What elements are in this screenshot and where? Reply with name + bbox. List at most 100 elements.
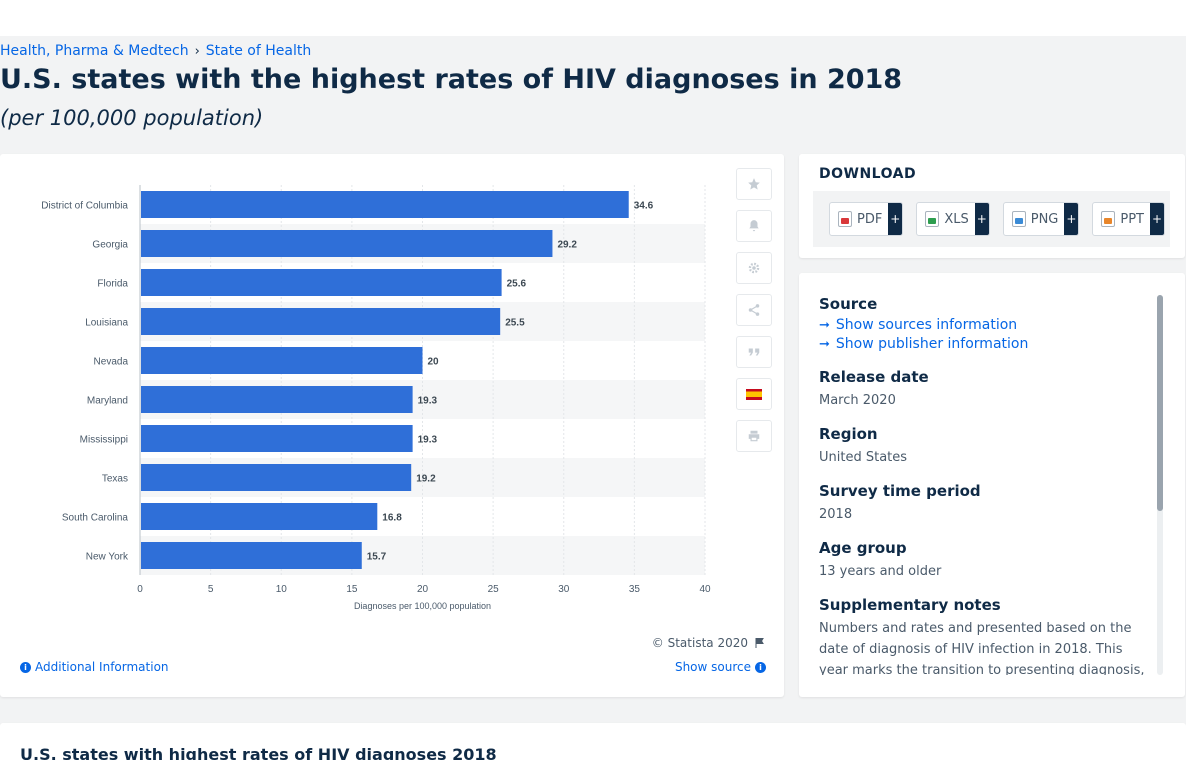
breadcrumb-item-state-of-health[interactable]: State of Health (205, 43, 312, 59)
plus-icon: + (1150, 203, 1164, 235)
category-label: Georgia (92, 240, 128, 251)
page-subtitle: (per 100,000 population) (0, 106, 264, 130)
x-tick-label: 5 (208, 584, 214, 595)
cite-button[interactable] (736, 336, 772, 368)
plus-icon: + (888, 203, 903, 235)
x-tick-label: 30 (558, 584, 570, 595)
download-buttons: PDF + XLS + PNG + PPT + (813, 191, 1170, 247)
download-pdf-label: PDF (857, 211, 883, 227)
data-label: 29.2 (557, 240, 577, 251)
category-label: New York (86, 552, 129, 563)
category-label: Louisiana (85, 318, 128, 329)
share-icon (748, 304, 760, 316)
data-label: 19.2 (416, 474, 436, 485)
scrollbar-thumb[interactable] (1157, 295, 1163, 511)
bar (141, 542, 362, 569)
data-label: 34.6 (634, 201, 654, 212)
download-pdf-button[interactable]: PDF + (829, 202, 904, 236)
x-tick-label: 40 (699, 584, 711, 595)
x-axis-title: Diagnoses per 100,000 population (354, 601, 491, 611)
download-ppt-button[interactable]: PPT + (1092, 202, 1165, 236)
gear-icon (748, 262, 760, 274)
xls-file-icon (925, 211, 940, 227)
show-source-link[interactable]: Show source i (675, 660, 766, 674)
x-tick-label: 20 (417, 584, 429, 595)
info-icon: i (20, 661, 31, 673)
copyright-note: © Statista 2020 (652, 636, 766, 650)
download-png-button[interactable]: PNG + (1002, 202, 1080, 236)
x-tick-label: 10 (276, 584, 288, 595)
x-tick-label: 35 (629, 584, 641, 595)
bar (141, 269, 502, 296)
breadcrumb-item-health[interactable]: Health, Pharma & Medtech (0, 43, 189, 59)
info-icon: i (755, 661, 766, 673)
supplementary-notes-heading: Supplementary notes (819, 596, 1001, 614)
download-ppt-label: PPT (1120, 211, 1144, 227)
breadcrumb-separator: › (194, 43, 200, 59)
bar (141, 347, 423, 374)
notification-button[interactable] (736, 210, 772, 242)
statistic-details-card: Source ➞ Show sources information ➞ Show p… (799, 273, 1185, 697)
bar (141, 386, 413, 413)
show-publisher-label: Show publisher information (835, 336, 1029, 352)
arrow-right-icon: ➞ (819, 336, 830, 352)
bar (141, 308, 501, 335)
language-button[interactable] (736, 378, 772, 410)
download-xls-button[interactable]: XLS + (916, 202, 990, 236)
release-date-heading: Release date (819, 368, 929, 386)
bar (141, 191, 629, 218)
print-icon (748, 430, 760, 442)
bell-icon (749, 220, 759, 232)
settings-button[interactable] (736, 252, 772, 284)
show-sources-label: Show sources information (835, 317, 1018, 333)
download-xls-label: XLS (944, 211, 969, 227)
data-label: 16.8 (382, 513, 402, 524)
category-label: Maryland (87, 396, 128, 407)
region-heading: Region (819, 425, 878, 443)
print-button[interactable] (736, 420, 772, 452)
bar (141, 230, 553, 257)
show-publisher-link[interactable]: ➞ Show publisher information (819, 336, 1149, 352)
statistic-details-content: Source ➞ Show sources information ➞ Show p… (819, 295, 1149, 675)
additional-info-link[interactable]: i Additional Information (20, 660, 169, 674)
source-heading: Source (819, 295, 878, 313)
description-title: U.S. states with highest rates of HIV di… (20, 745, 497, 760)
flag-report-icon[interactable] (754, 637, 766, 649)
category-label: South Carolina (62, 513, 129, 524)
region-value: United States (819, 450, 908, 465)
x-tick-label: 25 (488, 584, 500, 595)
x-tick-label: 0 (137, 584, 143, 595)
survey-period-value: 2018 (819, 507, 853, 522)
data-label: 25.6 (507, 279, 527, 290)
bar-chart: District of Columbia 34.6 Georgia 29.2 Flori… (41, 185, 711, 611)
data-label: 15.7 (367, 552, 387, 563)
description-card: U.S. states with highest rates of HIV di… (0, 723, 1186, 760)
top-bar (0, 0, 1186, 36)
spanish-flag-icon (746, 388, 762, 400)
plus-icon: + (1064, 203, 1079, 235)
category-label: Mississippi (80, 435, 128, 446)
star-icon (748, 178, 760, 190)
chart-card: District of Columbia 34.6 Georgia 29.2 Flori… (0, 154, 784, 697)
chart-toolbar (736, 168, 772, 462)
data-label: 19.3 (418, 396, 438, 407)
category-label: District of Columbia (41, 201, 128, 212)
png-file-icon (1011, 211, 1026, 227)
category-label: Florida (97, 279, 128, 290)
share-button[interactable] (736, 294, 772, 326)
download-title: DOWNLOAD (819, 166, 917, 182)
category-label: Nevada (94, 357, 129, 368)
age-group-value: 13 years and older (819, 564, 942, 579)
plus-icon: + (974, 203, 989, 235)
bar (141, 425, 413, 452)
data-label: 19.3 (418, 435, 438, 446)
details-scrollbar[interactable] (1157, 295, 1163, 675)
download-card: DOWNLOAD PDF + XLS + PNG + PPT + (799, 154, 1185, 258)
show-source-label: Show source (674, 660, 751, 674)
show-sources-link[interactable]: ➞ Show sources information (819, 317, 1149, 333)
arrow-right-icon: ➞ (819, 317, 830, 333)
supplementary-notes-value: Numbers and rates and presented based on… (819, 621, 1145, 675)
favorite-button[interactable] (736, 168, 772, 200)
download-png-label: PNG (1030, 211, 1059, 227)
copyright-text: © Statista 2020 (651, 636, 748, 650)
